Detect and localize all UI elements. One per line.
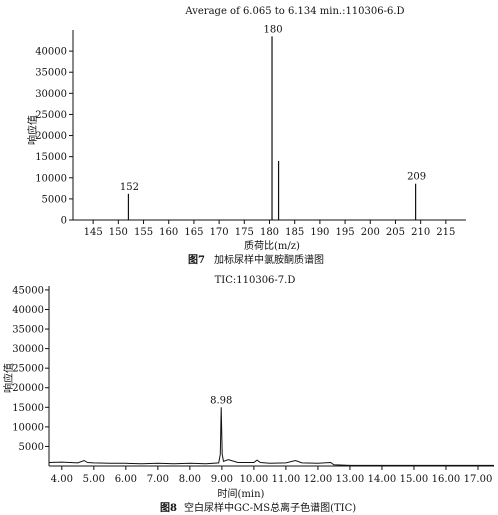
chart1-y-tick-label: 40000 (35, 47, 67, 58)
chart1-y-tick-label: 0 (61, 216, 67, 227)
figure7-number: 图7 (188, 254, 205, 266)
chart1-title: Average of 6.065 to 6.134 min.:110306-6.… (184, 6, 404, 17)
chart2-peak-label: 8.98 (210, 395, 232, 406)
chart2-y-ticks: 5000 10000 15000 20000 25000 30000 35000 40000 4… (12, 285, 49, 453)
chart2-x-label: 时间(min) (218, 487, 265, 500)
chart2-x-tick-label: 6.00 (115, 474, 137, 485)
chart2-x-tick-label: 17.00 (464, 474, 493, 485)
chart1-x-tick-label: 180 (260, 227, 279, 238)
chart2-tic-series-line (48, 407, 494, 466)
chart1-x-tick-label: 150 (109, 227, 128, 238)
chart1-y-label: 响应值 (26, 115, 39, 145)
chart1-x-tick-label: 205 (386, 227, 405, 238)
chart2-x-tick-label: 9.00 (211, 474, 233, 485)
chart1-x-ticks: 145 150 155 160 165 170 175 180 185 190 195 200 205 2… (84, 220, 455, 238)
chart2-x-tick-label: 5.00 (83, 474, 105, 485)
chart1-peak-label: 209 (407, 172, 426, 183)
chart2-x-tick-label: 15.00 (400, 474, 429, 485)
chart2-x-tick-label: 13.00 (336, 474, 365, 485)
tic-chromatogram-chart: TIC:110306-7.D 5000 10000 15000 20000 25000 3… (2, 275, 494, 514)
chart2-y-tick-label: 25000 (12, 364, 44, 375)
chart1-y-tick-label: 35000 (35, 68, 67, 79)
chart1-peak-label: 152 (120, 182, 139, 193)
chart1-y-tick-label: 25000 (35, 110, 67, 121)
chart2-y-tick-label: 35000 (12, 325, 44, 336)
chart1-x-tick-label: 145 (84, 227, 103, 238)
chart1-y-ticks: 0 5000 10000 15000 20000 25000 30000 35000 40000 (35, 47, 73, 227)
chart1-y-tick-label: 20000 (35, 131, 67, 142)
chart1-x-tick-label: 175 (235, 227, 254, 238)
chart2-x-tick-label: 4.00 (51, 474, 73, 485)
chart2-y-tick-label: 5000 (19, 442, 44, 453)
chart2-peak-labels: 8.98 (210, 395, 232, 406)
chart1-y-tick-label: 30000 (35, 89, 67, 100)
chart2-x-tick-label: 11.00 (272, 474, 301, 485)
chart1-x-tick-label: 190 (310, 227, 329, 238)
chart2-y-tick-label: 10000 (12, 422, 44, 433)
chart1-y-tick-label: 5000 (42, 194, 67, 205)
chart2-y-tick-label: 20000 (12, 383, 44, 394)
chart2-x-tick-label: 16.00 (432, 474, 461, 485)
chart1-y-tick-label: 10000 (35, 173, 67, 184)
chart2-x-tick-label: 8.00 (179, 474, 201, 485)
chart2-y-tick-label: 40000 (12, 305, 44, 316)
chart2-x-tick-label: 14.00 (368, 474, 397, 485)
chart1-x-tick-label: 195 (336, 227, 355, 238)
chart2-title: TIC:110306-7.D (215, 275, 296, 286)
chart2-x-tick-label: 12.00 (304, 474, 333, 485)
chart2-y-tick-label: 30000 (12, 344, 44, 355)
figure8-caption: 空白尿样中GC-MS总离子色谱图(TIC) (184, 501, 356, 514)
chart1-peaks: 152 180 209 (120, 24, 426, 220)
mass-spectrum-chart: Average of 6.065 to 6.134 min.:110306-6.… (26, 6, 466, 266)
chart2-x-tick-label: 7.00 (147, 474, 169, 485)
chart1-x-tick-label: 210 (411, 227, 430, 238)
chart2-y-label: 响应值 (2, 363, 15, 393)
chart1-y-tick-label: 15000 (35, 152, 67, 163)
chart1-x-tick-label: 160 (159, 227, 178, 238)
chart2-y-tick-label: 45000 (12, 285, 44, 296)
figure7-caption: 加标尿样中氯胺酮质谱图 (214, 253, 324, 266)
chart1-x-label: 质荷比(m/z) (244, 240, 300, 252)
chart2-x-ticks: 4.00 5.00 6.00 7.00 8.00 9.00 10.00 11.00 12.00 1… (51, 466, 493, 485)
chart1-x-tick-label: 215 (436, 227, 455, 238)
figure8-number: 图8 (160, 502, 177, 514)
chart2-x-tick-label: 10.00 (240, 474, 269, 485)
chart1-x-tick-label: 155 (134, 227, 153, 238)
chart1-peak-label: 180 (263, 24, 282, 35)
chart2-y-tick-label: 15000 (12, 403, 44, 414)
chart1-x-tick-label: 185 (285, 227, 304, 238)
chart1-x-tick-label: 170 (210, 227, 229, 238)
chart1-x-tick-label: 200 (361, 227, 380, 238)
chart1-x-tick-label: 165 (184, 227, 203, 238)
